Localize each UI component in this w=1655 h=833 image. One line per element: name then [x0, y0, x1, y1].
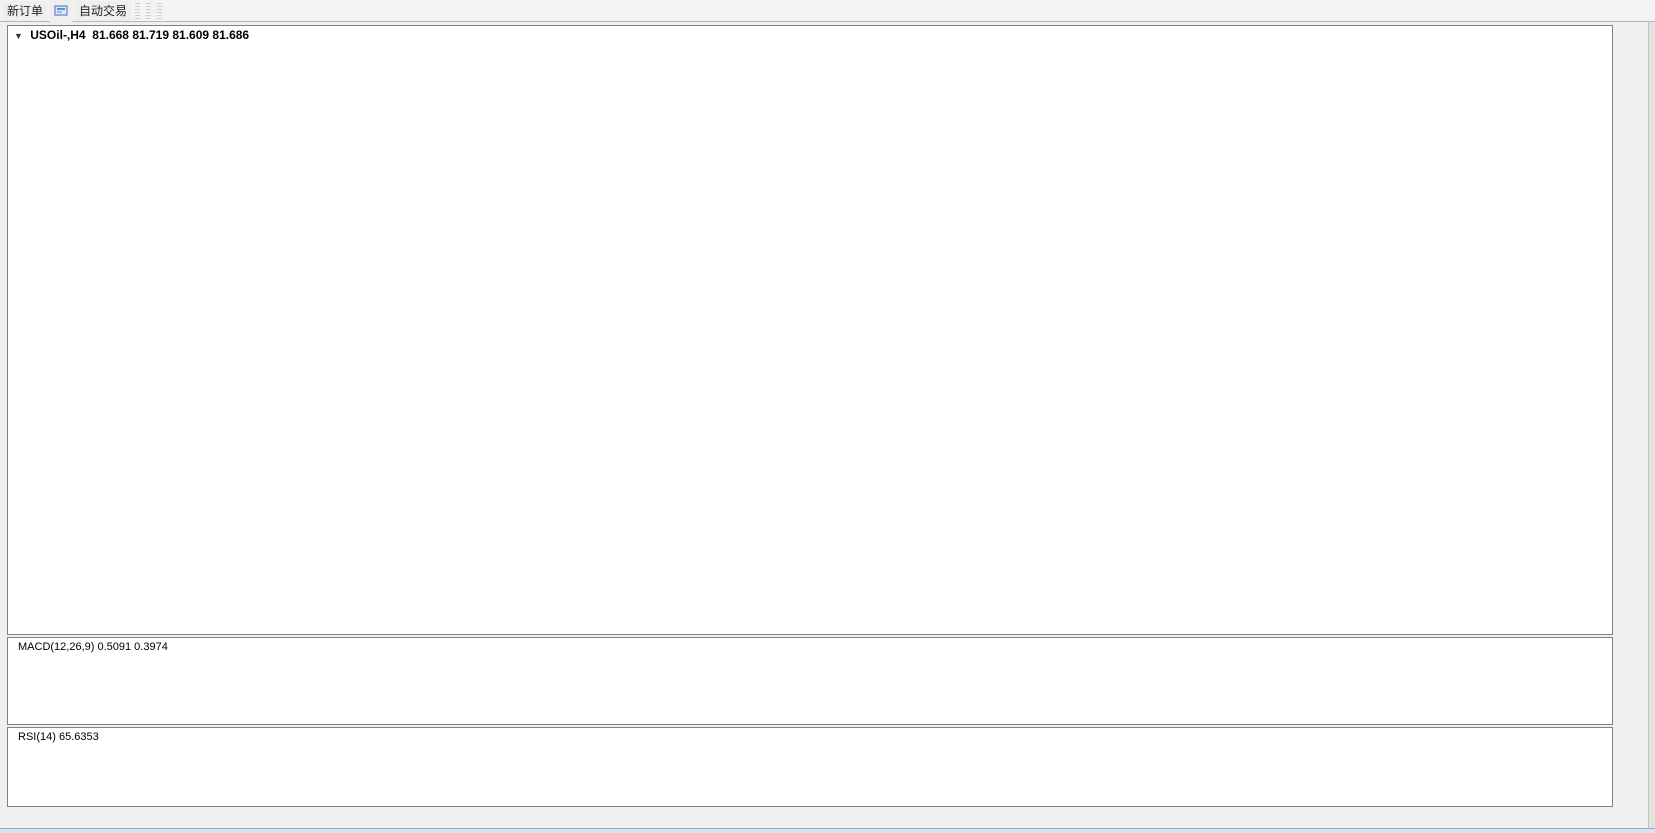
collapse-triangle-icon[interactable]: ▼ [14, 31, 23, 41]
symbol-period-label: USOil-,H4 [30, 28, 86, 42]
main-toolbar: 新订单 自动交易 [0, 0, 1655, 41]
toolbar-grip[interactable] [135, 2, 141, 19]
orders-stack-icon[interactable] [49, 0, 74, 1]
autotrading-button[interactable]: 自动交易 [75, 0, 132, 21]
toolbar-grip[interactable] [146, 2, 152, 19]
chart-title: ▼ USOil-,H4 81.668 81.719 81.609 81.686 [14, 28, 249, 42]
chart-window: ▼ USOil-,H4 81.668 81.719 81.609 81.686 … [0, 22, 1655, 833]
macd-pane[interactable]: MACD(12,26,9) 0.5091 0.3974 [7, 637, 1613, 725]
toolbar-grip[interactable] [157, 2, 163, 19]
rsi-label: RSI(14) 65.6353 [18, 731, 99, 743]
new-order-button[interactable]: 新订单 [3, 0, 48, 21]
rsi-pane[interactable]: RSI(14) 65.6353 [7, 727, 1613, 807]
price-chart-pane[interactable] [7, 25, 1613, 635]
ohlc-values-label: 81.668 81.719 81.609 81.686 [92, 28, 250, 42]
market-watch-icon[interactable] [49, 0, 74, 21]
vertical-scrollbar[interactable] [1648, 22, 1655, 833]
macd-label: MACD(12,26,9) 0.5091 0.3974 [18, 641, 168, 653]
market-watch-icon [54, 5, 68, 15]
window-bottom-edge [0, 828, 1655, 833]
